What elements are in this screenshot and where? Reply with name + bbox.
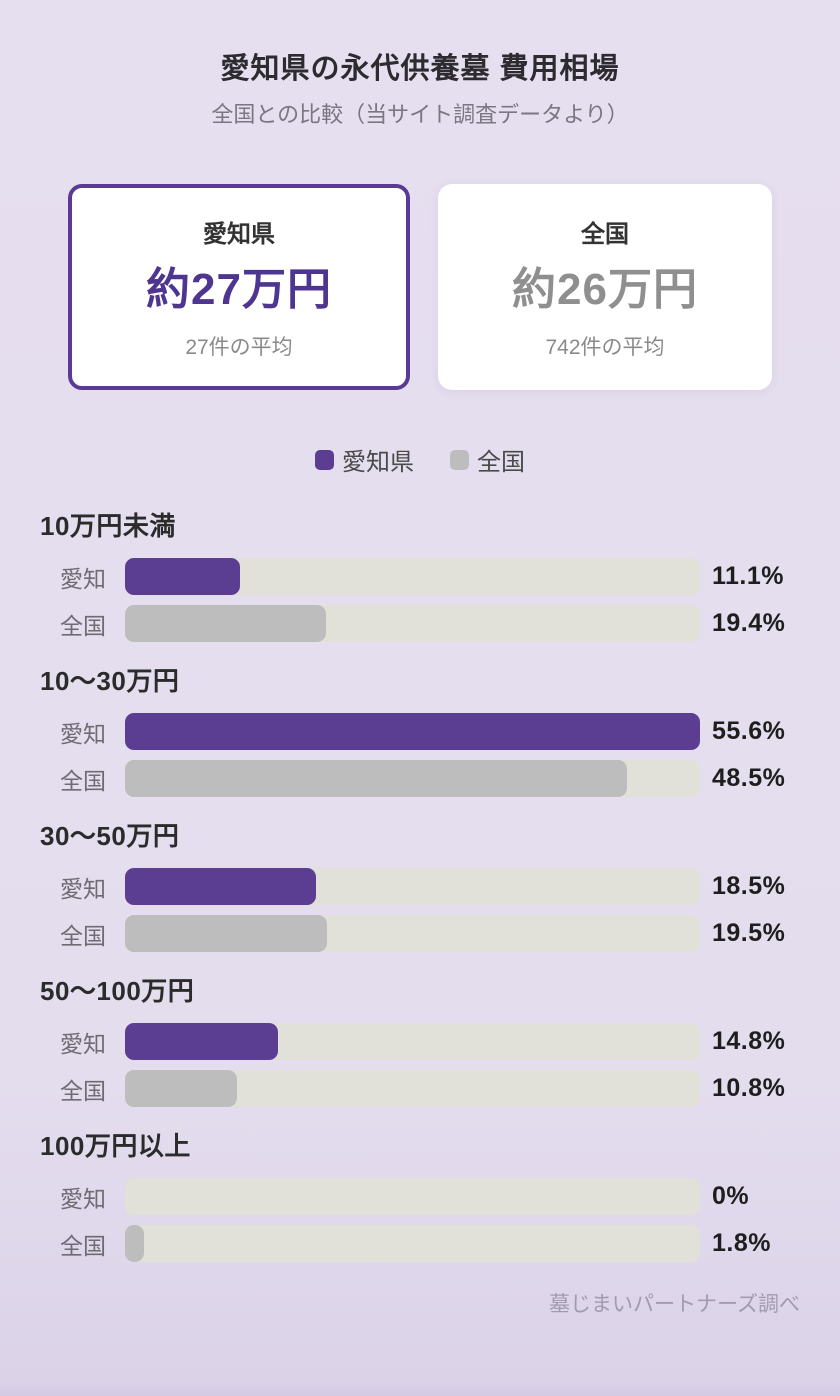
price-range-group: 30〜50万円 愛知 18.5% 全国 19.5% <box>40 821 800 952</box>
value-label: 1.8% <box>712 1229 771 1257</box>
bar-track <box>125 760 700 797</box>
series-label: 愛知 <box>60 1185 106 1212</box>
value-bar <box>125 713 700 750</box>
grouped-bar-chart: 10万円未満 愛知 11.1% 全国 19.4% 10〜30万円 愛知 55.6… <box>40 511 800 1262</box>
value-bar <box>125 558 240 595</box>
price-range-label: 30〜50万円 <box>40 821 180 851</box>
value-label: 0% <box>712 1182 750 1210</box>
bar-track <box>125 1070 700 1107</box>
value-label: 19.4% <box>712 609 786 637</box>
page-subtitle: 全国との比較（当サイト調査データより） <box>211 102 629 127</box>
page-title: 愛知県の永代供養墓 費用相場 <box>220 53 620 85</box>
price-range-label: 10万円未満 <box>40 511 176 541</box>
value-bar <box>125 915 327 952</box>
zenkoku-color-swatch <box>450 449 469 470</box>
value-bar <box>125 1070 237 1107</box>
series-label: 全国 <box>60 767 106 794</box>
aichi-card-label: 愛知県 <box>203 220 275 248</box>
bar-track <box>125 1225 700 1262</box>
value-bar <box>125 605 326 642</box>
value-label: 14.8% <box>712 1027 786 1055</box>
price-range-group: 50〜100万円 愛知 14.8% 全国 10.8% <box>40 976 800 1107</box>
value-bar <box>125 868 317 905</box>
series-label: 全国 <box>60 922 106 949</box>
national-summary-card: 全国 約26万円 742件の平均 <box>438 184 772 390</box>
series-label: 全国 <box>60 1232 106 1259</box>
value-label: 10.8% <box>712 1074 786 1102</box>
aichi-card-value: 約27万円 <box>146 264 332 314</box>
bar-row: 全国 48.5% <box>40 760 800 797</box>
value-bar <box>125 1023 279 1060</box>
series-label: 愛知 <box>60 565 106 592</box>
price-range-group: 10万円未満 愛知 11.1% 全国 19.4% <box>40 511 800 642</box>
summary-cards: 愛知県 約27万円 27件の平均 全国 約26万円 742件の平均 <box>40 184 800 390</box>
national-card-value: 約26万円 <box>512 264 698 314</box>
value-bar <box>125 1225 144 1262</box>
infographic-root: 愛知県の永代供養墓 費用相場 全国との比較（当サイト調査データより） 愛知県 約… <box>0 52 840 1396</box>
bar-track <box>125 1178 700 1215</box>
bar-row: 全国 19.5% <box>40 915 800 952</box>
national-card-note: 742件の平均 <box>545 335 665 359</box>
price-range-label: 50〜100万円 <box>40 976 195 1006</box>
bar-row: 愛知 18.5% <box>40 868 800 905</box>
series-label: 全国 <box>60 612 106 639</box>
value-label: 48.5% <box>712 764 786 792</box>
series-label: 愛知 <box>60 875 106 902</box>
bar-row: 愛知 14.8% <box>40 1023 800 1060</box>
value-label: 11.1% <box>712 562 785 590</box>
price-range-label: 10〜30万円 <box>40 666 180 696</box>
bar-track <box>125 605 700 642</box>
value-bar <box>125 760 627 797</box>
bar-track <box>125 915 700 952</box>
series-label: 愛知 <box>60 1030 106 1057</box>
bar-row: 全国 1.8% <box>40 1225 800 1262</box>
series-label: 全国 <box>60 1077 106 1104</box>
series-label: 愛知 <box>60 720 106 747</box>
legend-label-aichi: 愛知県 <box>342 449 414 476</box>
source-credit: 墓じまいパートナーズ調べ <box>549 1293 800 1316</box>
value-label: 19.5% <box>712 919 786 947</box>
price-range-group: 100万円以上 愛知 0% 全国 1.8% <box>40 1131 800 1262</box>
bar-track <box>125 1023 700 1060</box>
bar-row: 全国 19.4% <box>40 605 800 642</box>
aichi-color-swatch <box>315 449 334 470</box>
legend-label-zenkoku: 全国 <box>477 449 525 476</box>
value-label: 18.5% <box>712 872 786 900</box>
national-card-label: 全国 <box>581 220 629 248</box>
bar-row: 愛知 11.1% <box>40 558 800 595</box>
bar-track <box>125 713 700 750</box>
legend-item-aichi: 愛知県 <box>315 442 414 477</box>
legend-item-zenkoku: 全国 <box>450 442 525 477</box>
bar-track <box>125 868 700 905</box>
aichi-summary-card: 愛知県 約27万円 27件の平均 <box>68 184 410 390</box>
bar-row: 愛知 55.6% <box>40 713 800 750</box>
bar-track <box>125 558 700 595</box>
price-range-group: 10〜30万円 愛知 55.6% 全国 48.5% <box>40 666 800 797</box>
chart-legend: 愛知県 全国 <box>40 442 800 477</box>
aichi-card-note: 27件の平均 <box>185 335 293 359</box>
price-range-label: 100万円以上 <box>40 1131 191 1161</box>
bar-row: 全国 10.8% <box>40 1070 800 1107</box>
bar-row: 愛知 0% <box>40 1178 800 1215</box>
value-label: 55.6% <box>712 717 786 745</box>
